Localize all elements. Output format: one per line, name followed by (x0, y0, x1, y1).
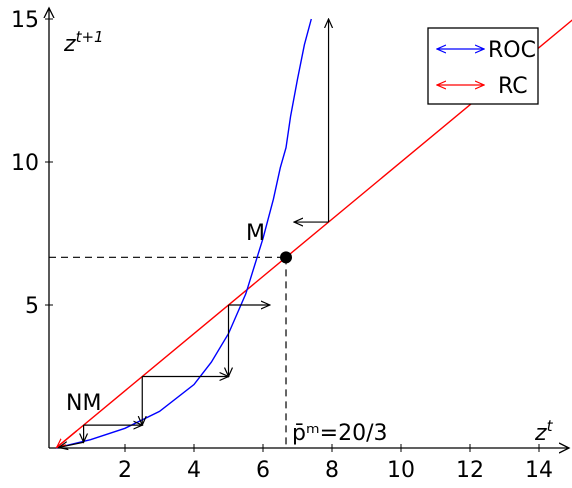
point-m (280, 251, 293, 264)
x-tick-label: 10 (387, 458, 415, 483)
x-ticks: 2 4 6 8 10 12 14 (118, 444, 553, 483)
series-roc-line (55, 18, 312, 449)
x-tick-label: 12 (456, 458, 484, 483)
y-tick-label: 5 (25, 294, 39, 319)
point-m-label: M (246, 221, 265, 246)
x-axis-title: zt (534, 417, 554, 446)
y-axis-title: zt+1 (63, 28, 104, 57)
x-tick-label: 14 (525, 458, 553, 483)
legend: ROC RC (427, 27, 539, 105)
legend-box (427, 27, 539, 105)
legend-rc-label: RC (498, 74, 528, 99)
y-tick-label: 10 (11, 151, 39, 176)
y-ticks: 5 10 15 (11, 8, 53, 319)
pbar-label: p̄ᵐ=20/3 (292, 421, 388, 446)
x-tick-label: 4 (187, 458, 201, 483)
y-tick-label: 15 (11, 8, 39, 33)
origin-black-arrow (59, 442, 84, 447)
x-tick-label: 8 (325, 458, 339, 483)
x-tick-label: 6 (256, 458, 270, 483)
legend-roc-label: ROC (488, 38, 536, 63)
x-tick-label: 2 (118, 458, 132, 483)
cobweb-steps (84, 19, 329, 442)
nm-label: NM (66, 391, 101, 416)
